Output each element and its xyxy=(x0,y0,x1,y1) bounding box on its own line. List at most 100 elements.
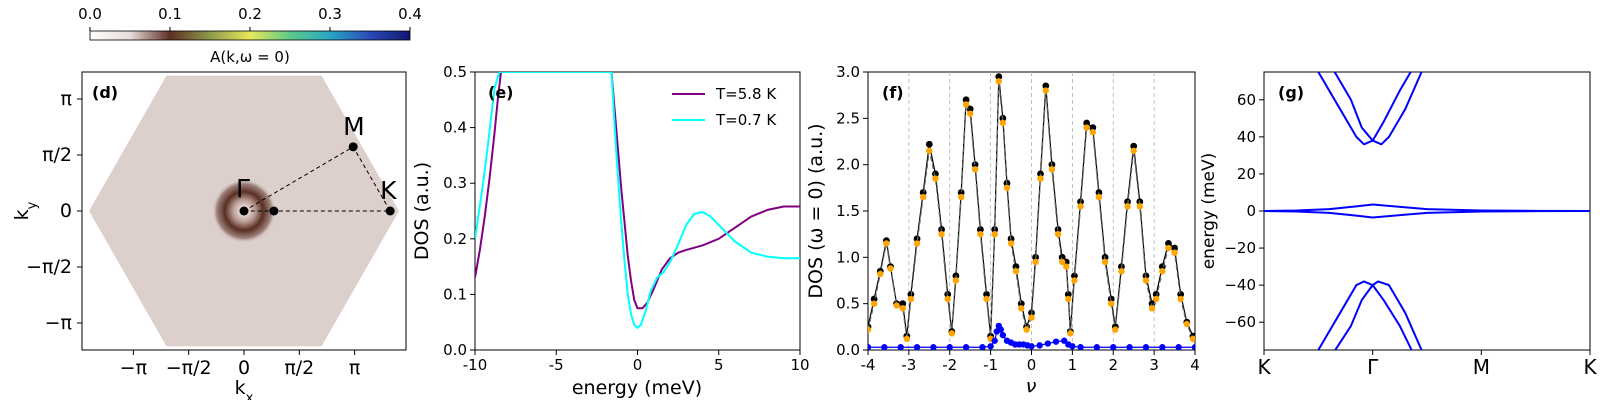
data-point xyxy=(962,96,970,104)
data-point xyxy=(899,300,907,308)
series-line xyxy=(1334,280,1423,350)
y-tick-label: 20 xyxy=(1237,165,1256,183)
panel-f-yticks: 0.0 0.5 1.0 1.5 2.0 2.5 3.0 xyxy=(836,63,868,359)
y-tick-label: π xyxy=(61,88,72,110)
data-point xyxy=(1101,258,1109,266)
data-point xyxy=(1093,344,1101,350)
data-point xyxy=(913,344,921,350)
data-point xyxy=(1054,230,1062,238)
data-point xyxy=(1136,203,1144,210)
data-point xyxy=(919,193,927,201)
x-tick-label: 0 xyxy=(1027,356,1037,374)
panel-f-xlabel: ν xyxy=(1026,375,1037,397)
x-tick-label: π xyxy=(349,357,360,379)
data-point xyxy=(957,189,965,196)
x-tick-label: K xyxy=(1257,355,1271,379)
data-point xyxy=(1036,342,1043,349)
series-line xyxy=(1333,72,1423,146)
data-point xyxy=(995,73,1003,81)
legend-label: T=0.7 K xyxy=(715,111,777,129)
data-point xyxy=(962,344,970,350)
y-tick-label: −20 xyxy=(1224,239,1256,257)
x-tick-label: -5 xyxy=(549,356,564,374)
data-point xyxy=(1083,119,1091,127)
symmetry-point xyxy=(269,206,279,216)
data-point xyxy=(1069,343,1076,350)
x-tick-label: -1 xyxy=(983,356,998,374)
colorbar: 0.0 0.1 0.2 0.3 0.4 A(k,ω = 0) xyxy=(78,5,422,66)
symmetry-point-label: M xyxy=(343,112,365,141)
y-tick-label: 2.5 xyxy=(836,109,860,127)
panel-e-lines xyxy=(475,72,800,330)
y-tick-label: 40 xyxy=(1237,128,1256,146)
data-point xyxy=(1124,203,1131,210)
panel-e: -10 -5 0 5 10 0.0 0.1 0.2 0.3 0.4 0.5 T=5.8 K T=0.… xyxy=(411,63,810,399)
data-point xyxy=(952,277,960,284)
data-point xyxy=(966,105,974,113)
panel-e-label: (e) xyxy=(488,83,513,102)
panel-f-ylabel: DOS (ω = 0) (a.u.) xyxy=(805,123,827,298)
panel-f-label: (f) xyxy=(882,83,904,102)
data-point xyxy=(1028,343,1035,350)
y-tick-label: −π xyxy=(45,312,72,334)
data-point xyxy=(1061,337,1068,344)
data-point xyxy=(1042,82,1050,90)
y-tick-label: 1.5 xyxy=(836,202,860,220)
data-point xyxy=(995,78,1002,85)
data-point xyxy=(1152,295,1160,303)
y-tick-label: 0 xyxy=(1246,202,1256,220)
series-line xyxy=(475,72,800,310)
panel-d-yticks: π π/2 0 −π/2 −π xyxy=(26,88,82,334)
data-point xyxy=(1044,340,1052,347)
data-point xyxy=(881,344,888,350)
panel-g-label: (g) xyxy=(1278,83,1304,102)
data-point xyxy=(1065,295,1072,303)
data-point xyxy=(1067,330,1074,337)
symmetry-point xyxy=(239,206,249,216)
data-point xyxy=(925,140,933,148)
data-point xyxy=(1159,268,1166,275)
x-tick-label: 2 xyxy=(1108,356,1118,374)
x-tick-label: M xyxy=(1473,355,1490,379)
data-point xyxy=(1177,295,1184,303)
y-tick-label: π/2 xyxy=(42,144,72,166)
panel-f-series xyxy=(868,73,1195,350)
data-point xyxy=(1028,314,1035,321)
data-point xyxy=(1159,344,1166,350)
data-point xyxy=(913,240,921,247)
x-tick-label: 1 xyxy=(1068,356,1078,374)
series-line xyxy=(868,81,1194,340)
y-tick-label: 0.5 xyxy=(443,63,467,81)
data-point xyxy=(1018,305,1025,312)
x-tick-label: 10 xyxy=(790,356,809,374)
data-point xyxy=(1191,344,1195,350)
y-tick-label: 0.2 xyxy=(443,230,467,248)
y-tick-label: 2.0 xyxy=(836,156,860,174)
data-point xyxy=(903,335,911,343)
symmetry-point xyxy=(385,206,395,216)
data-point xyxy=(1032,258,1039,266)
data-point xyxy=(977,230,984,238)
series-line xyxy=(1264,203,1590,212)
data-point xyxy=(1063,263,1070,270)
data-point xyxy=(1037,175,1044,182)
data-point xyxy=(907,295,915,303)
x-tick-label: 4 xyxy=(1190,356,1200,374)
data-point xyxy=(987,343,994,350)
y-tick-label: −π/2 xyxy=(26,256,72,278)
panel-d-xlabel: kx xyxy=(235,377,254,400)
panel-e-yticks: 0.0 0.1 0.2 0.3 0.4 0.5 xyxy=(443,63,475,359)
data-point xyxy=(1058,253,1066,261)
x-tick-label: -4 xyxy=(861,356,876,374)
data-point xyxy=(991,337,998,344)
data-point xyxy=(1189,335,1195,343)
data-point xyxy=(1165,244,1172,252)
data-point xyxy=(1177,291,1185,298)
symmetry-point-label: K xyxy=(380,176,397,205)
data-point xyxy=(957,193,965,201)
high-symmetry-path xyxy=(243,146,392,212)
panel-g-yticks: 60 40 20 0 −20 −40 −60 xyxy=(1224,91,1264,331)
symmetry-point-label: Γ xyxy=(236,174,250,203)
y-tick-label: 0.4 xyxy=(443,119,467,137)
